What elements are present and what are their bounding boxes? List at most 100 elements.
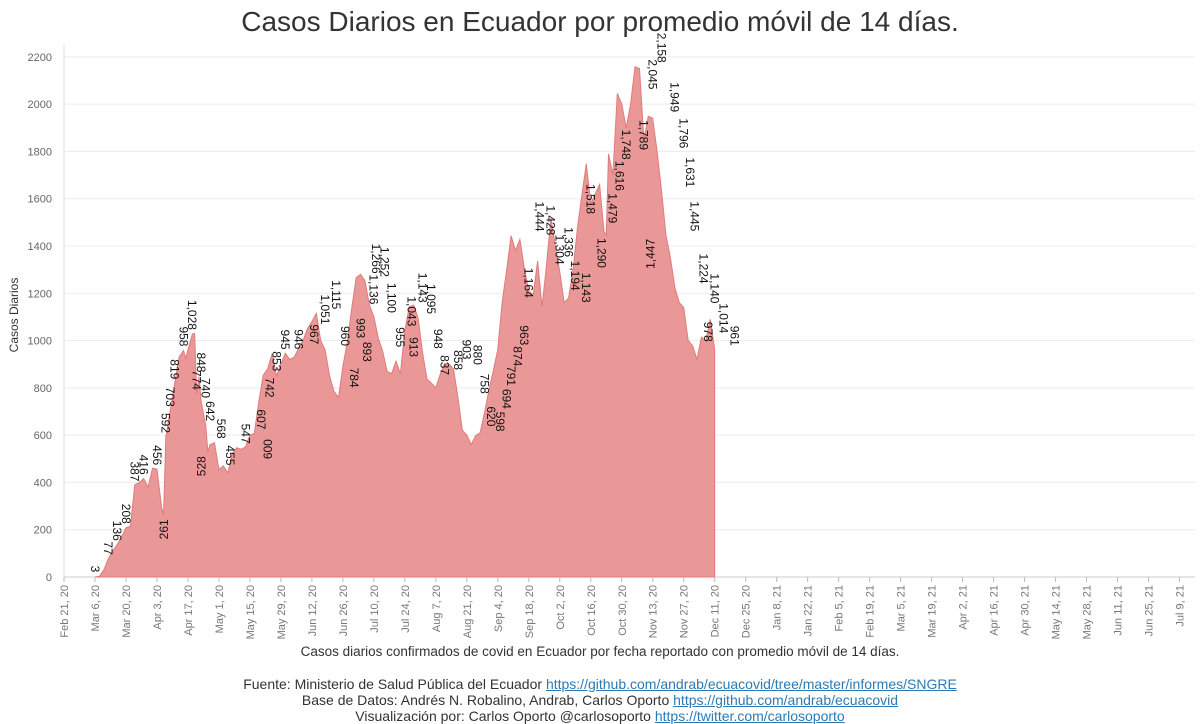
- source-link[interactable]: https://github.com/andrab/ecuacovid/tree…: [545, 676, 957, 692]
- database-link[interactable]: https://github.com/andrab/ecuacovid: [673, 692, 899, 708]
- data-label: 642: [203, 401, 217, 421]
- data-label: 874: [511, 346, 525, 366]
- data-label: 784: [347, 368, 361, 388]
- y-tick-label: 600: [34, 430, 52, 442]
- x-tick-label: May 28, 21: [1082, 585, 1094, 639]
- data-label: 967: [307, 324, 321, 344]
- x-tick-label: Mar 6, 20: [90, 585, 102, 631]
- data-label: 387: [128, 461, 142, 481]
- data-label: 960: [338, 326, 352, 346]
- data-label: 1,290: [595, 238, 609, 268]
- data-label: 600: [261, 439, 275, 459]
- x-tick-label: Nov 13, 20: [648, 585, 660, 638]
- data-label: 740: [198, 378, 212, 398]
- data-label: 913: [407, 337, 421, 357]
- data-label: 1,115: [329, 280, 343, 309]
- data-label: 1,224: [696, 254, 710, 284]
- data-label: 1,194: [568, 261, 582, 291]
- x-tick-label: Apr 17, 20: [183, 585, 195, 636]
- x-tick-label: Mar 5, 21: [896, 585, 908, 631]
- data-label: 893: [360, 342, 374, 362]
- x-tick-label: Jun 12, 20: [307, 585, 319, 636]
- data-label: 946: [291, 329, 305, 349]
- data-label: 1,028: [185, 300, 199, 330]
- data-label: 2,045: [646, 59, 660, 89]
- y-tick-label: 2000: [28, 99, 52, 111]
- x-tick-label: Jan 22, 21: [803, 585, 815, 636]
- data-label: 261: [157, 519, 171, 539]
- x-tick-label: Oct 2, 20: [555, 585, 567, 630]
- data-label: 742: [263, 378, 277, 398]
- data-label: 416: [136, 455, 150, 475]
- x-tick-label: Dec 11, 20: [710, 585, 722, 637]
- data-label: 208: [119, 504, 133, 524]
- x-axis-caption: Casos diarios confirmados de covid en Ec…: [300, 644, 900, 659]
- x-tick-label: Aug 7, 20: [431, 585, 443, 632]
- data-label: 1,518: [584, 184, 598, 214]
- data-label: 1,444: [533, 202, 547, 232]
- data-label: 136: [110, 521, 124, 541]
- data-label: 1,479: [606, 193, 620, 223]
- visualization-line: Visualización por: Carlos Oporto @carlos…: [0, 708, 1200, 724]
- data-label: 1,095: [424, 284, 438, 314]
- data-label: 456: [150, 445, 164, 465]
- data-label: 858: [451, 350, 465, 370]
- visualization-link[interactable]: https://twitter.com/carlosoporto: [654, 708, 845, 724]
- data-label: 1,949: [668, 82, 682, 112]
- data-label: 3: [88, 566, 102, 573]
- y-tick-label: 200: [34, 525, 52, 537]
- data-label: 694: [499, 389, 513, 409]
- x-tick-label: Mar 19, 21: [927, 585, 939, 638]
- data-label: 945: [278, 330, 292, 350]
- x-tick-label: Feb 21, 20: [59, 585, 71, 638]
- area-series: [94, 66, 716, 578]
- x-tick-label: Aug 21, 20: [462, 585, 474, 638]
- data-label: 963: [517, 325, 531, 345]
- visualization-text: Visualización por: Carlos Oporto @carlos…: [355, 708, 655, 724]
- data-label: 547: [238, 424, 252, 444]
- database-text: Base de Datos: Andrés N. Robalino, Andra…: [301, 692, 674, 708]
- y-tick-label: 800: [34, 383, 52, 395]
- data-label: 77: [101, 541, 115, 555]
- area-series-path: [94, 66, 716, 578]
- y-tick-label: 400: [34, 477, 52, 489]
- data-label: 853: [269, 351, 283, 371]
- data-label: 758: [477, 374, 491, 394]
- x-tick-label: Jul 10, 20: [369, 585, 381, 633]
- x-tick-label: Dec 25, 20: [741, 585, 753, 638]
- x-tick-label: Feb 19, 21: [865, 585, 877, 638]
- data-label: 948: [431, 329, 445, 349]
- database-line: Base de Datos: Andrés N. Robalino, Andra…: [0, 692, 1200, 708]
- data-label: 2,158: [654, 33, 668, 63]
- y-axis-label: Casos Diarios: [7, 278, 21, 353]
- y-axis-ticks: 0 200 400 600 800 1000 1200 1400 1600 1800 2000 220…: [28, 52, 52, 584]
- data-label: 791: [504, 366, 518, 386]
- x-tick-label: Apr 30, 21: [1020, 585, 1032, 636]
- data-label: 1,143: [415, 273, 429, 303]
- data-label: 819: [167, 359, 181, 379]
- x-tick-label: Jun 26, 20: [338, 585, 350, 636]
- x-tick-label: Sep 4, 20: [493, 585, 505, 632]
- data-label: 1,266: [369, 244, 383, 274]
- y-tick-label: 1000: [28, 336, 52, 348]
- y-tick-label: 1600: [28, 194, 52, 206]
- data-label: 1,336: [561, 227, 575, 257]
- data-label: 1,252: [378, 247, 392, 277]
- data-label: 1,445: [688, 201, 702, 231]
- data-label: 598: [493, 412, 507, 432]
- y-tick-label: 1200: [28, 288, 52, 300]
- data-label: 620: [484, 406, 498, 426]
- data-label: 1,748: [619, 130, 633, 160]
- x-tick-label: May 15, 20: [245, 585, 257, 639]
- data-label: 1,616: [612, 161, 626, 191]
- data-label: 1,631: [683, 157, 697, 187]
- source-line: Fuente: Ministerio de Salud Pública del …: [0, 676, 1200, 692]
- data-label: 568: [214, 419, 228, 439]
- chart-title: Casos Diarios en Ecuador por promedio mó…: [241, 6, 959, 37]
- data-label: 703: [163, 387, 177, 407]
- x-tick-label: Feb 5, 21: [834, 585, 846, 631]
- data-label: 837: [437, 355, 451, 375]
- x-tick-label: Nov 27, 20: [679, 585, 691, 638]
- data-label: 1,014: [716, 303, 730, 333]
